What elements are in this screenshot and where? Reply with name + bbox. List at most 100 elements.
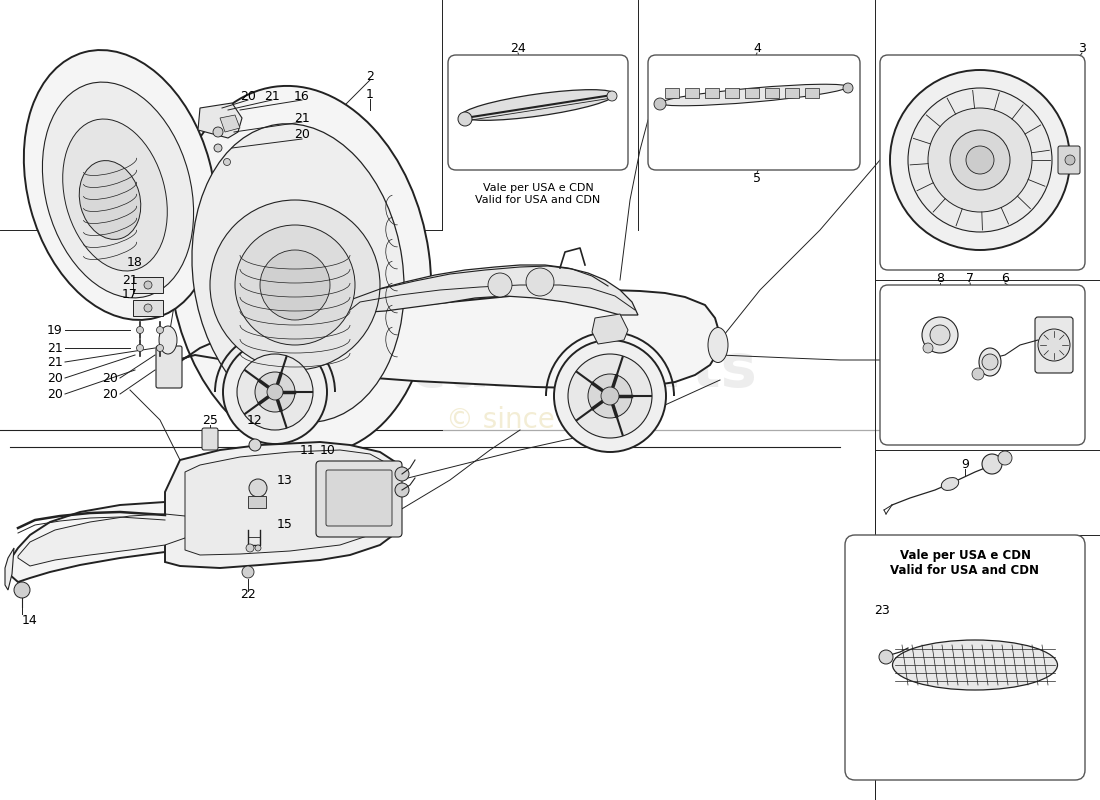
Circle shape — [144, 304, 152, 312]
Circle shape — [966, 146, 994, 174]
Circle shape — [255, 545, 261, 551]
Bar — [248, 496, 266, 508]
Text: 16: 16 — [294, 90, 310, 102]
Ellipse shape — [708, 327, 728, 362]
Circle shape — [607, 91, 617, 101]
Text: 3: 3 — [1078, 42, 1086, 54]
Circle shape — [395, 467, 409, 481]
FancyBboxPatch shape — [880, 55, 1085, 270]
Circle shape — [982, 354, 998, 370]
Ellipse shape — [979, 348, 1001, 376]
Circle shape — [908, 88, 1052, 232]
Circle shape — [922, 317, 958, 353]
Circle shape — [395, 483, 409, 497]
Circle shape — [928, 108, 1032, 212]
Text: 18: 18 — [128, 255, 143, 269]
Circle shape — [213, 127, 223, 137]
FancyBboxPatch shape — [156, 346, 182, 388]
Circle shape — [950, 130, 1010, 190]
Circle shape — [998, 451, 1012, 465]
Polygon shape — [592, 314, 628, 344]
Circle shape — [144, 281, 152, 289]
Ellipse shape — [461, 90, 615, 120]
Circle shape — [843, 83, 852, 93]
Circle shape — [654, 98, 666, 110]
Circle shape — [890, 70, 1070, 250]
Polygon shape — [185, 450, 390, 555]
FancyBboxPatch shape — [316, 461, 402, 537]
Text: 20: 20 — [102, 371, 118, 385]
Circle shape — [214, 144, 222, 152]
FancyBboxPatch shape — [1058, 146, 1080, 174]
Polygon shape — [18, 514, 195, 566]
Text: Vale per USA e CDN: Vale per USA e CDN — [483, 183, 593, 193]
Circle shape — [601, 387, 619, 405]
FancyBboxPatch shape — [448, 55, 628, 170]
Text: 5: 5 — [754, 171, 761, 185]
Circle shape — [156, 345, 164, 351]
FancyBboxPatch shape — [202, 428, 218, 450]
Text: © since 1985: © since 1985 — [446, 406, 635, 434]
Text: Valid for USA and CDN: Valid for USA and CDN — [891, 563, 1040, 577]
Text: 24: 24 — [510, 42, 526, 54]
Ellipse shape — [43, 82, 194, 298]
Text: 2: 2 — [366, 70, 374, 82]
Text: 20: 20 — [47, 387, 63, 401]
Text: 17: 17 — [122, 289, 138, 302]
FancyBboxPatch shape — [845, 535, 1085, 780]
Circle shape — [14, 582, 30, 598]
Polygon shape — [198, 103, 242, 138]
Text: 7: 7 — [966, 271, 974, 285]
Bar — [805, 88, 820, 98]
Circle shape — [255, 372, 295, 412]
Circle shape — [249, 439, 261, 451]
Bar — [133, 277, 163, 293]
Circle shape — [210, 200, 380, 370]
Text: 21: 21 — [47, 342, 63, 354]
Bar — [785, 88, 799, 98]
Circle shape — [930, 325, 950, 345]
Ellipse shape — [168, 86, 431, 454]
Polygon shape — [158, 290, 720, 388]
Polygon shape — [220, 115, 240, 132]
Circle shape — [223, 340, 327, 444]
Text: 20: 20 — [294, 129, 310, 142]
Bar — [764, 88, 779, 98]
Circle shape — [235, 225, 355, 345]
Text: 22: 22 — [240, 589, 256, 602]
Text: 12: 12 — [248, 414, 263, 426]
Polygon shape — [330, 265, 638, 315]
Text: 11: 11 — [300, 443, 316, 457]
Circle shape — [236, 354, 314, 430]
Bar — [685, 88, 698, 98]
Circle shape — [246, 544, 254, 552]
Text: circuitsparts: circuitsparts — [323, 341, 757, 399]
Circle shape — [923, 343, 933, 353]
Text: 8: 8 — [936, 271, 944, 285]
Ellipse shape — [942, 478, 959, 490]
Text: 15: 15 — [277, 518, 293, 531]
Text: 21: 21 — [294, 111, 310, 125]
Circle shape — [1065, 155, 1075, 165]
Bar — [133, 300, 163, 316]
Text: 21: 21 — [122, 274, 138, 286]
FancyBboxPatch shape — [326, 470, 392, 526]
Ellipse shape — [892, 640, 1057, 690]
Ellipse shape — [24, 50, 217, 320]
Bar — [666, 88, 679, 98]
Circle shape — [156, 326, 164, 334]
Text: 1: 1 — [366, 89, 374, 102]
Text: 25: 25 — [202, 414, 218, 426]
Text: 4: 4 — [754, 42, 761, 54]
Circle shape — [588, 374, 632, 418]
FancyBboxPatch shape — [648, 55, 860, 170]
FancyBboxPatch shape — [880, 285, 1085, 445]
Text: 20: 20 — [47, 371, 63, 385]
Circle shape — [223, 158, 231, 166]
Text: 14: 14 — [22, 614, 37, 626]
Circle shape — [249, 479, 267, 497]
Polygon shape — [10, 502, 210, 582]
FancyBboxPatch shape — [1035, 317, 1072, 373]
Circle shape — [267, 384, 283, 400]
Circle shape — [982, 454, 1002, 474]
